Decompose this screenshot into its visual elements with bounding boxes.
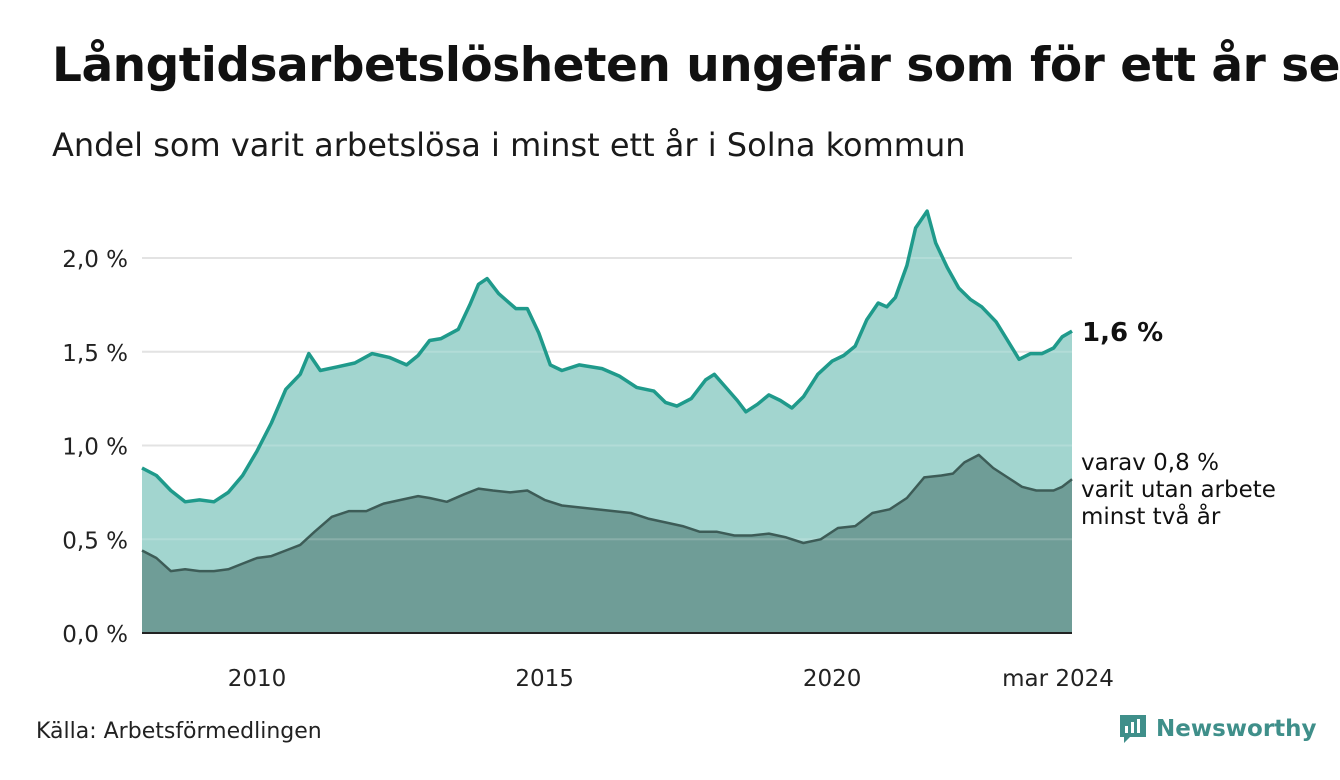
- end-label-total: 1,6 %: [1082, 318, 1163, 348]
- chart-subtitle: Andel som varit arbetslösa i minst ett å…: [52, 126, 966, 164]
- y-tick-label: 2,0 %: [62, 247, 128, 273]
- end-label-two-year: varav 0,8 %: [1081, 450, 1219, 476]
- y-tick-label: 0,5 %: [62, 528, 128, 554]
- newsworthy-logo: Newsworthy: [1118, 713, 1317, 745]
- x-tick-label: 2015: [515, 666, 574, 692]
- y-tick-label: 0,0 %: [62, 622, 128, 648]
- newsworthy-logo-icon: [1120, 715, 1146, 743]
- brand-name: Newsworthy: [1156, 716, 1317, 742]
- line-two-year: [141, 453, 1073, 573]
- x-tick-label: mar 2024: [1002, 666, 1114, 692]
- chart-title: Långtidsarbetslösheten ungefär som för e…: [52, 38, 1340, 93]
- source-note: Källa: Arbetsförmedlingen: [36, 719, 322, 744]
- area-two-year: [142, 454, 1072, 633]
- line-total: [141, 209, 1073, 504]
- end-label-two-year: minst två år: [1081, 502, 1221, 530]
- x-tick-label: 2010: [228, 666, 287, 692]
- y-tick-label: 1,0 %: [62, 435, 128, 461]
- y-tick-label: 1,5 %: [62, 341, 128, 367]
- x-tick-label: 2020: [803, 666, 862, 692]
- area-chart: 0,0 % 0,5 % 1,0 % 1,5 % 2,0 % 2010 2015 2020 mar…: [62, 209, 1276, 692]
- end-label-two-year: varit utan arbete: [1081, 477, 1276, 503]
